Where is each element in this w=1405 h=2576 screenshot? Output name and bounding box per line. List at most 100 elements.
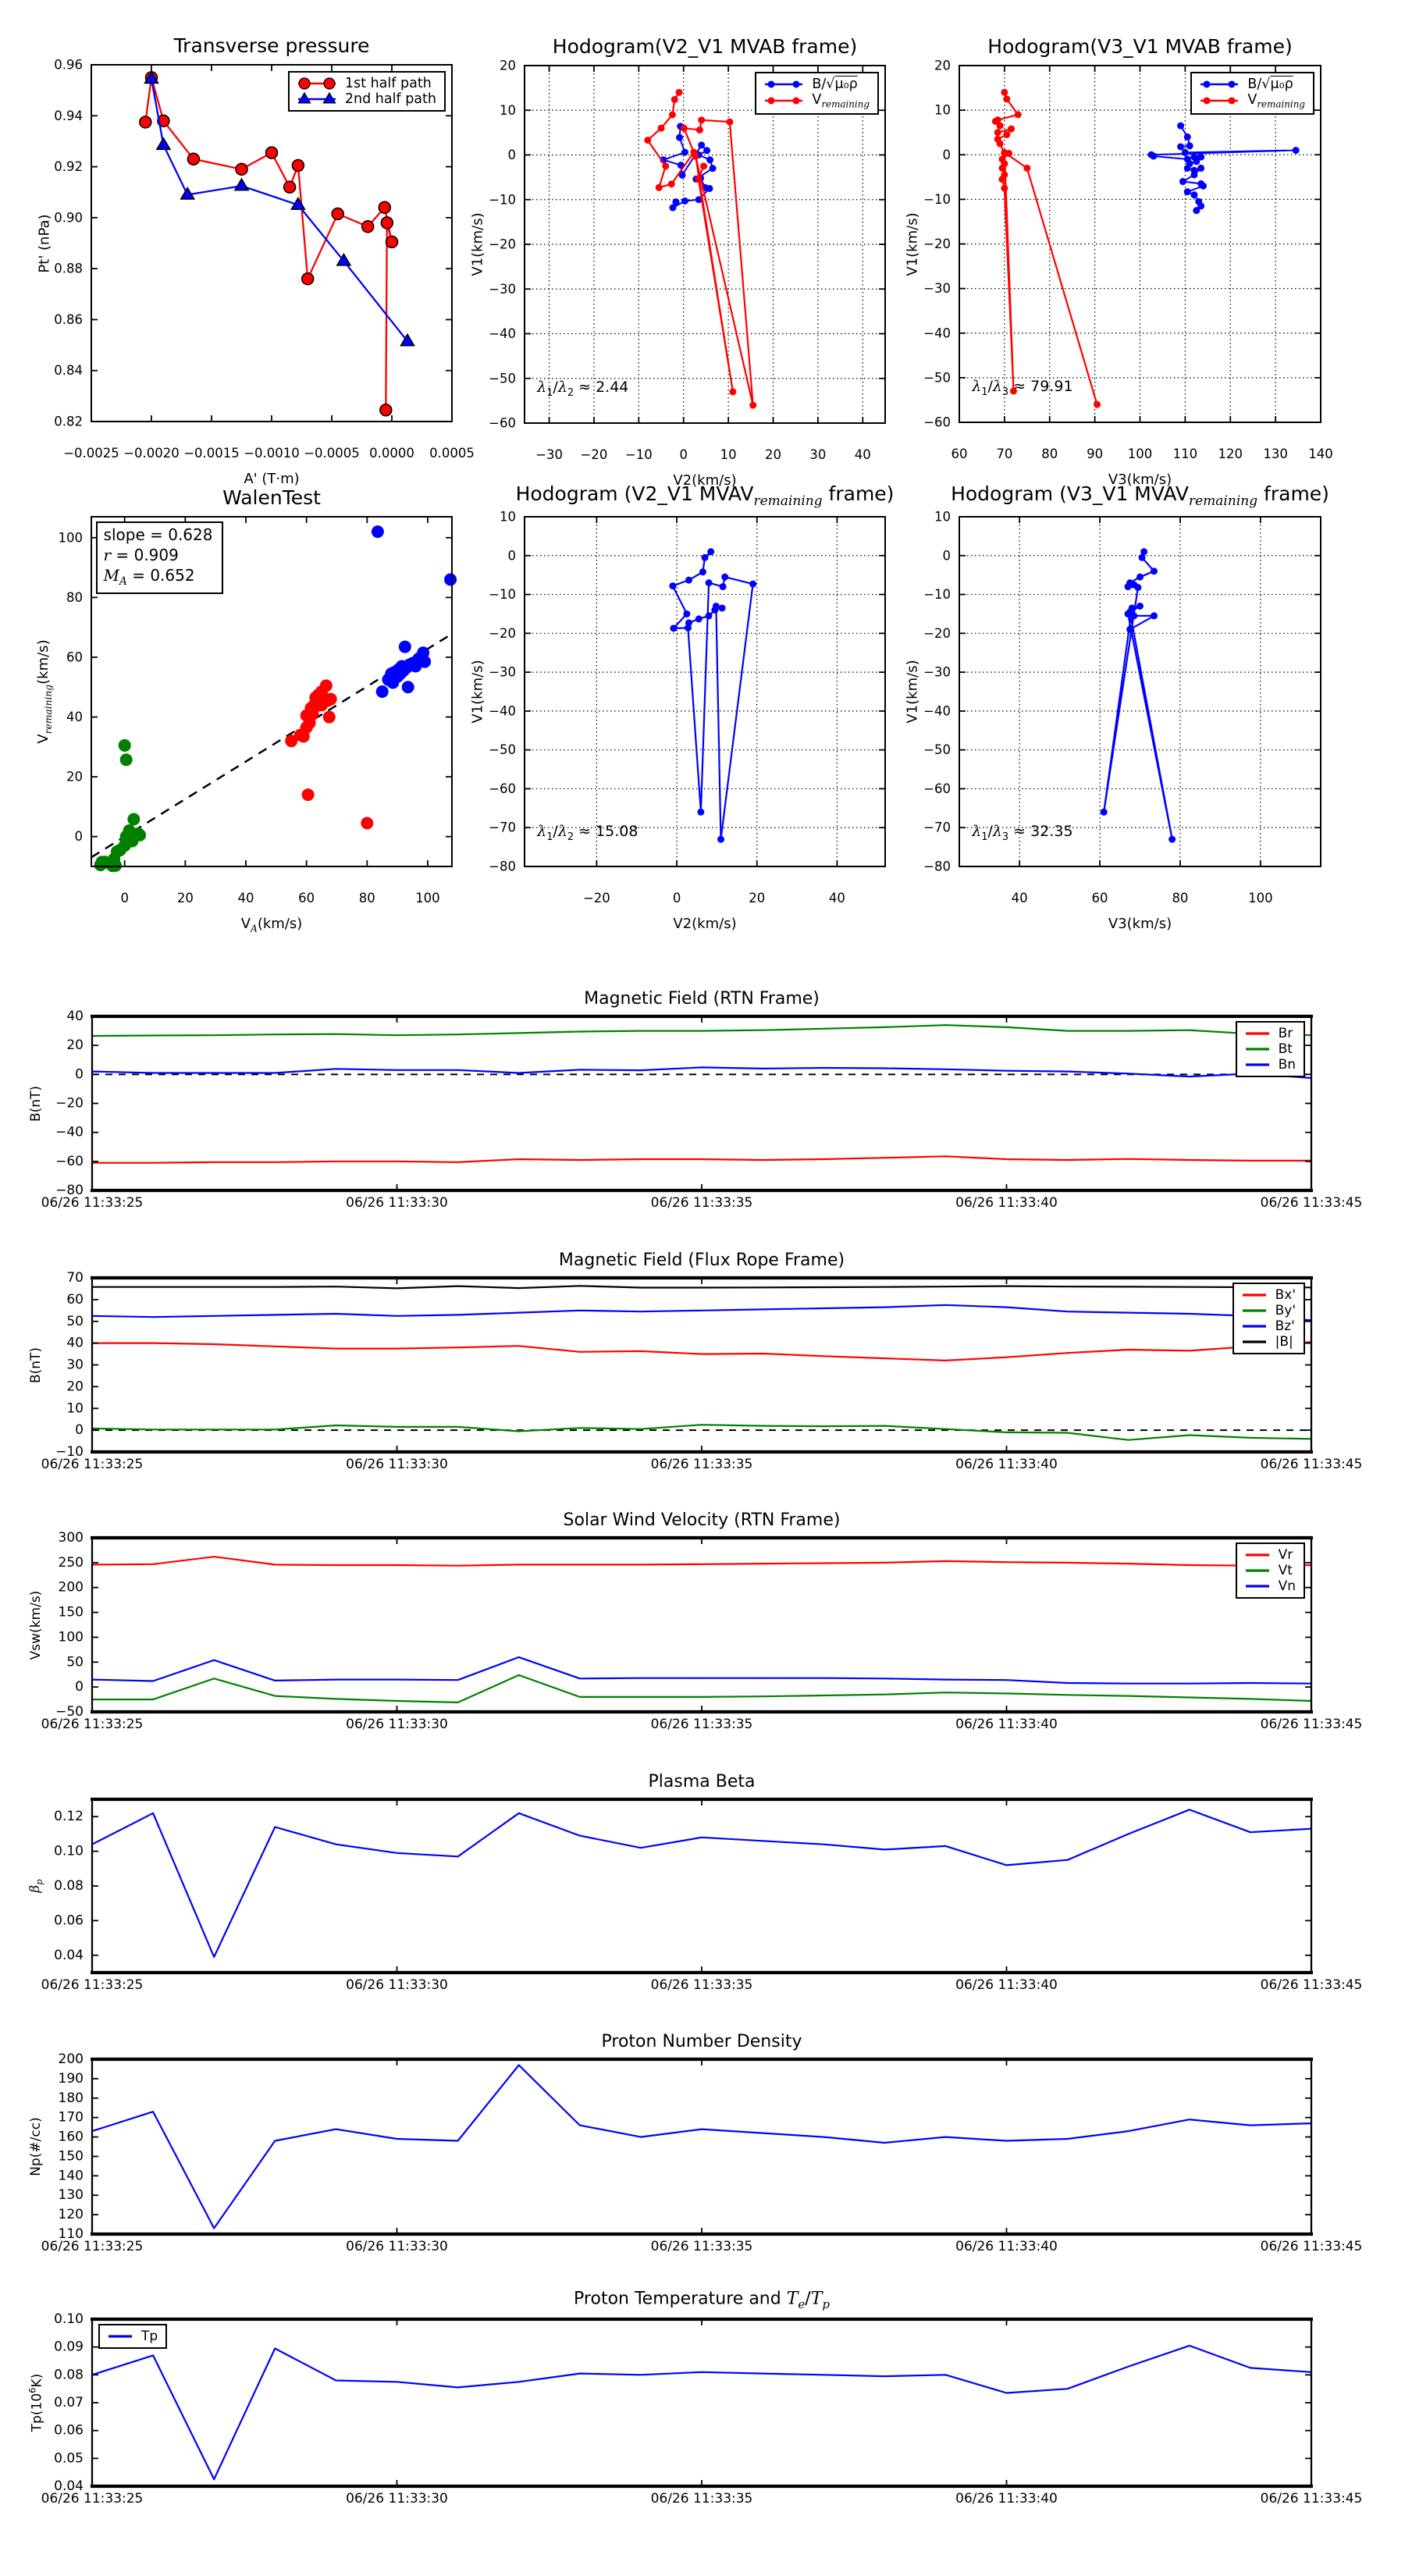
chart-title: Transverse pressure (173, 34, 370, 57)
dot-marker-icon (1193, 158, 1200, 165)
dot-marker-icon (1179, 178, 1186, 186)
chart-title: Proton Number Density (601, 2032, 802, 2051)
y-tick-label: 50 (66, 1654, 84, 1670)
dot-marker-icon (1177, 143, 1185, 151)
x-axis-label: V3(km/s) (1108, 471, 1172, 488)
dot-marker-icon (1200, 182, 1208, 190)
legend-sample (1245, 1585, 1269, 1588)
y-tick-label: 70 (66, 1270, 84, 1286)
dot-marker-icon (444, 573, 457, 586)
series-line-V-remaining (1103, 551, 1173, 841)
sqrt-overline: μ₀ρ (834, 76, 858, 92)
x-tick-label: 0 (679, 447, 688, 462)
y-tick-label: 0.09 (54, 2339, 84, 2355)
dot-marker-icon (1140, 548, 1148, 556)
dot-marker-icon (695, 196, 702, 204)
x-tick-label: 80 (1172, 891, 1188, 906)
y-tick-label: −50 (923, 742, 951, 757)
legend-entry-label: Br (1278, 1026, 1293, 1041)
dot-marker-icon (692, 152, 699, 160)
circle-marker-icon (283, 180, 297, 194)
x-tick-label: 06/26 11:33:45 (1261, 1717, 1363, 1732)
y-tick-label: −70 (489, 820, 516, 835)
dot-marker-icon (644, 137, 652, 144)
series-line-B-alfven (1151, 125, 1297, 212)
y-tick-label: −20 (923, 237, 951, 251)
y-tick-label: 0.88 (54, 262, 83, 276)
y-tick-label: 0.06 (54, 1912, 84, 1928)
y-tick-label: 100 (59, 1629, 84, 1645)
dot-marker-icon (705, 612, 713, 620)
legend-sample (1200, 80, 1239, 88)
dot-marker-icon (1003, 95, 1011, 103)
legend-entry: B/√μ₀ρ (763, 76, 870, 92)
x-tick-label: −0.0025 (63, 446, 119, 461)
dot-marker-icon (721, 573, 729, 581)
legend-sample (765, 80, 803, 88)
dot-marker-icon (680, 124, 688, 132)
series-markers-second-half (371, 525, 457, 698)
circle-marker-icon (187, 152, 201, 166)
y-tick-label: 60 (66, 649, 83, 664)
dot-marker-icon (681, 148, 688, 156)
y-tick-label: −10 (489, 192, 516, 207)
chart-plasma-beta: 06/26 11:33:25 06/26 11:33:30 06/26 11:33:… (27, 1772, 1363, 1993)
x-tick-label: 06/26 11:33:45 (1261, 1195, 1363, 1211)
y-tick-label: 0.08 (54, 1878, 84, 1894)
legend-entry-label: B/√μ₀ρ (812, 76, 858, 92)
dot-marker-icon (361, 817, 374, 830)
y-tick-label: 10 (66, 1400, 84, 1416)
dot-marker-icon (667, 180, 675, 188)
y-tick-label: −30 (923, 665, 951, 680)
legend: Bx' By' Bz' |B| (1232, 1283, 1305, 1354)
legend-entry-label: Vr (1278, 1547, 1293, 1563)
x-tick-label: 10 (720, 447, 737, 462)
series-markers-first-half (94, 738, 147, 873)
y-tick-label: 0.05 (54, 2450, 84, 2466)
circle-marker-icon (298, 77, 311, 90)
y-tick-label: 0 (943, 148, 951, 162)
y-axis-label: B(nT) (28, 1347, 44, 1383)
x-tick-label: 60 (951, 447, 968, 461)
plot-area-magnetic-field-fluxrope: 06/26 11:33:25 06/26 11:33:30 06/26 11:33:… (41, 1270, 1363, 1472)
y-axis-label: Np(#/cc) (28, 2117, 44, 2176)
dot-marker-icon (698, 116, 706, 124)
dot-marker-icon (1003, 131, 1011, 139)
dot-marker-icon (1023, 164, 1031, 172)
legend-entry: 2nd half path (296, 91, 436, 107)
x-tick-label: 20 (749, 891, 765, 906)
annotation-lambda-ratio: λ1/λ3 ≈ 79.91 (972, 377, 1073, 398)
dot-marker-icon (670, 96, 678, 104)
x-axis-label: V2(km/s) (673, 471, 737, 489)
y-tick-label: −10 (923, 192, 951, 207)
chart-title: Hodogram (V2_V1 MVAVremaining frame) (515, 482, 895, 509)
dot-marker-icon (401, 681, 414, 694)
legend-sample (1200, 97, 1239, 105)
axes-frame (91, 516, 453, 867)
legend-entry-label: B/√μ₀ρ (1247, 76, 1293, 92)
x-tick-label: 06/26 11:33:25 (41, 1457, 144, 1472)
x-tick-label: 40 (1012, 891, 1028, 906)
axes-frame (91, 2058, 1313, 2236)
x-tick-label: −0.0010 (244, 446, 300, 461)
dot-marker-icon (1136, 573, 1144, 581)
circle-marker-icon (301, 272, 315, 286)
y-tick-label: 0 (75, 1422, 84, 1438)
y-tick-label: 10 (500, 510, 516, 525)
x-tick-label: −20 (583, 891, 610, 906)
chart-title: Hodogram (V3_V1 MVAVremaining frame) (951, 482, 1329, 509)
x-tick-label: 0 (120, 891, 129, 906)
legend-entry: Vremaining (763, 92, 870, 110)
dot-marker-icon (1197, 164, 1205, 172)
dot-marker-icon (998, 176, 1006, 183)
circle-marker-icon (291, 158, 305, 173)
circle-marker-icon (378, 201, 392, 215)
x-tick-label: 06/26 11:33:35 (651, 1717, 753, 1732)
dot-marker-icon (718, 604, 726, 612)
plot-area-hodogram-v2v1-mvab: −30 −20 −10 0 10 20 30 40 20 10 0 −10 −20 −30 −40 −50 −6… (489, 59, 886, 462)
x-tick-label: −0.0020 (123, 446, 180, 461)
dot-marker-icon (1001, 184, 1008, 192)
y-axis-label: V1(km/s) (469, 212, 486, 276)
x-tick-label: 06/26 11:33:30 (346, 1195, 448, 1211)
